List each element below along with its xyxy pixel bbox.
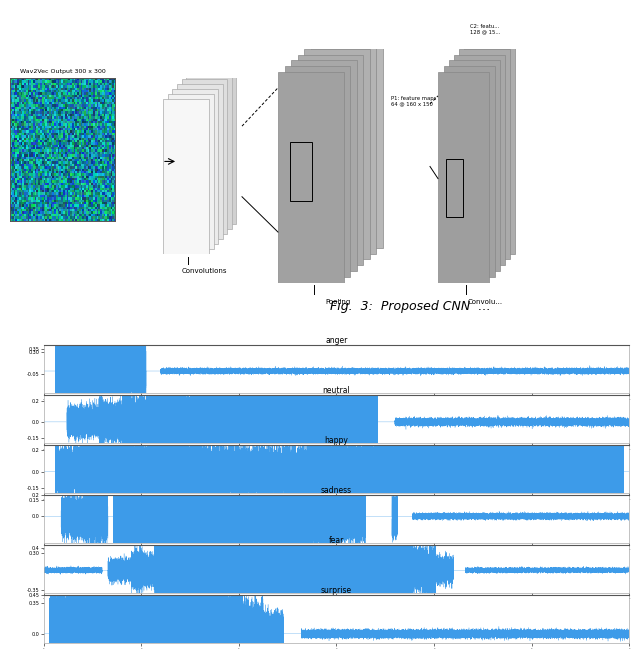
Title: sadness: sadness — [321, 486, 352, 495]
Bar — [449, 60, 500, 271]
Title: fear: fear — [328, 536, 344, 545]
Text: C2: featu...
128 @ 15...: C2: featu... 128 @ 15... — [470, 24, 500, 34]
Text: Wav2Vec Output 300 x 300: Wav2Vec Output 300 x 300 — [20, 69, 105, 73]
Bar — [444, 66, 495, 277]
Title: neutral: neutral — [323, 386, 350, 395]
Bar — [278, 72, 344, 283]
Bar — [177, 84, 223, 239]
Bar — [291, 142, 312, 201]
Bar — [298, 55, 363, 265]
Title: anger: anger — [325, 337, 348, 346]
Bar — [168, 94, 214, 248]
Bar — [438, 72, 490, 283]
Bar — [172, 89, 218, 244]
Text: Pooling: Pooling — [325, 299, 350, 305]
Bar — [464, 43, 515, 254]
Bar — [311, 43, 376, 254]
Text: Convolutions: Convolutions — [182, 268, 228, 274]
Bar — [305, 49, 369, 259]
Bar — [317, 37, 383, 248]
Text: Convolu...: Convolu... — [467, 299, 502, 305]
Bar — [186, 75, 232, 229]
Title: happy: happy — [324, 436, 348, 445]
Bar — [459, 49, 510, 259]
Bar — [446, 159, 463, 217]
Text: Fig.  3:  Proposed CNN  …: Fig. 3: Proposed CNN … — [330, 300, 491, 313]
Bar — [454, 55, 505, 265]
Bar — [285, 66, 350, 277]
Bar — [291, 60, 356, 271]
Bar — [191, 70, 236, 224]
Bar — [163, 99, 209, 254]
Text: P1: feature maps
64 @ 160 x 150: P1: feature maps 64 @ 160 x 150 — [391, 96, 436, 107]
Title: surprise: surprise — [321, 586, 352, 595]
Bar — [182, 79, 227, 234]
